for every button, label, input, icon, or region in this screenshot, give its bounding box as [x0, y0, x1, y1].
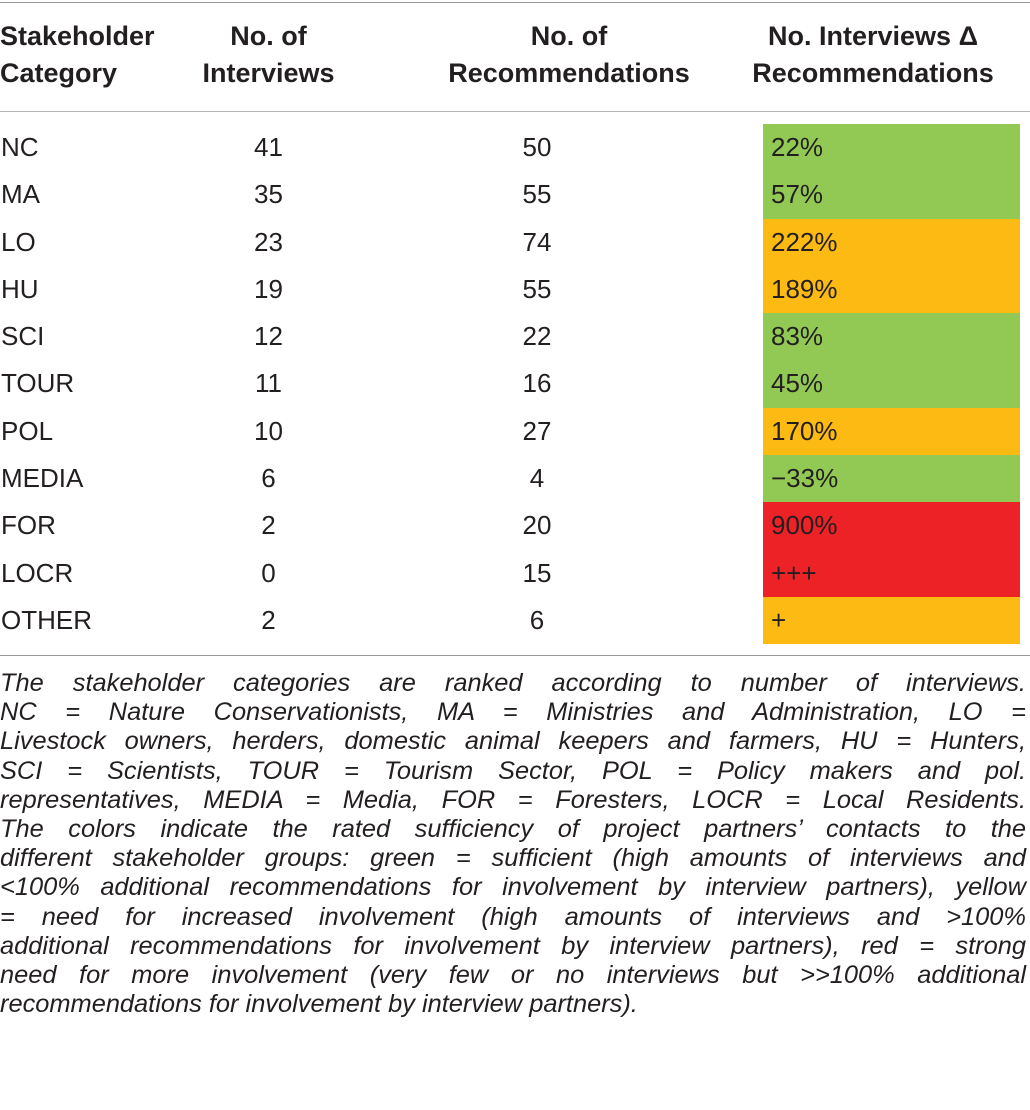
header-line: Category — [0, 58, 118, 88]
footnote-line: different stakeholder groups: green = su… — [0, 844, 1026, 873]
category-cell: MA — [1, 179, 40, 210]
table-header-rule — [0, 111, 1030, 112]
table-row: LO 23 74 222% — [0, 218, 1030, 266]
header-line: Stakeholder — [0, 21, 155, 51]
table-row: POL 10 27 170% — [0, 407, 1030, 456]
recommendations-cell: 6 — [529, 604, 545, 635]
interviews-cell: 6 — [261, 463, 276, 494]
category-cell: LOCR — [1, 557, 74, 588]
category-cell: TOUR — [1, 368, 75, 399]
footnote-line: additional recommendations for involveme… — [0, 931, 1026, 960]
delta-cell: 22% — [763, 124, 1020, 172]
table-footnote: The stakeholder categories are ranked ac… — [0, 669, 1026, 1019]
header-line: Recommendations — [752, 58, 994, 88]
delta-cell: + — [763, 596, 1020, 645]
interviews-cell: 12 — [254, 321, 283, 352]
header-line: No. of — [530, 21, 608, 51]
delta-cell: 45% — [763, 360, 1020, 408]
table-row: TOUR 11 16 45% — [0, 360, 1030, 408]
header-interviews-delta-recommendations: No. Interviews Δ Recommendations — [752, 18, 994, 92]
interviews-cell: 19 — [254, 273, 283, 304]
footnote-line: <100% additional recommendations for inv… — [0, 873, 1026, 902]
footnote-line: recommendations for involvement by inter… — [0, 990, 638, 1019]
header-no-of-interviews: No. of Interviews — [200, 18, 337, 92]
recommendations-cell: 55 — [522, 273, 552, 304]
header-line: No. of — [230, 21, 307, 51]
table-body: NC 41 50 22% MA 35 55 57% LO 23 74 222% HU 19 55 189% SC… — [0, 124, 1030, 645]
delta-cell: 83% — [763, 313, 1020, 361]
footnote-line: = need for increased involvement (high a… — [0, 902, 1026, 931]
header-no-of-recommendations: No. of Recommendations — [435, 18, 703, 92]
header-stakeholder-category: Stakeholder Category — [0, 18, 200, 92]
delta-cell: −33% — [763, 455, 1020, 503]
interviews-cell: 23 — [254, 226, 283, 257]
interviews-cell: 35 — [254, 179, 283, 210]
recommendations-cell: 22 — [522, 321, 552, 352]
category-cell: NC — [1, 132, 39, 162]
table-row: LOCR 0 15 +++ — [0, 549, 1030, 597]
delta-cell: +++ — [763, 549, 1020, 597]
category-cell: POL — [1, 415, 54, 446]
delta-cell: 222% — [763, 218, 1020, 266]
footnote-line: The colors indicate the rated sufficienc… — [0, 815, 1026, 844]
delta-cell: 57% — [763, 171, 1020, 219]
delta-cell: 900% — [763, 502, 1020, 550]
interviews-cell: 41 — [254, 132, 283, 162]
table-row: OTHER 2 6 + — [0, 596, 1030, 645]
footnote-line: Livestock owners, herders, domestic anim… — [0, 727, 1026, 756]
header-line: Interviews — [202, 58, 335, 88]
footnote-line: need for more involvement (very few or n… — [0, 961, 1026, 990]
recommendations-cell: 20 — [522, 510, 552, 541]
footnote-line: The stakeholder categories are ranked ac… — [0, 669, 1026, 697]
interviews-cell: 2 — [261, 604, 276, 635]
table-bottom-rule — [0, 655, 1030, 656]
recommendations-cell: 16 — [522, 368, 552, 399]
recommendations-cell: 50 — [522, 132, 552, 162]
interviews-cell: 2 — [261, 510, 276, 541]
header-line: No. Interviews Δ — [768, 21, 978, 51]
category-cell: SCI — [1, 321, 45, 352]
table-row: NC 41 50 22% — [0, 124, 1030, 172]
table-row: MEDIA 6 4 −33% — [0, 455, 1030, 503]
table-row: SCI 12 22 83% — [0, 313, 1030, 361]
recommendations-cell: 27 — [522, 415, 552, 446]
category-cell: FOR — [1, 510, 56, 541]
table-row: HU 19 55 189% — [0, 265, 1030, 314]
recommendations-cell: 74 — [522, 226, 552, 257]
table-top-rule — [0, 2, 1030, 3]
footnote-line: NC = Nature Conservationists, MA = Minis… — [0, 698, 1026, 727]
recommendations-cell: 55 — [522, 179, 552, 210]
delta-cell: 170% — [763, 407, 1020, 456]
category-cell: OTHER — [1, 604, 92, 635]
delta-cell: 189% — [763, 265, 1020, 314]
category-cell: LO — [1, 226, 36, 257]
category-cell: HU — [1, 273, 39, 304]
footnote-line: representatives, MEDIA = Media, FOR = Fo… — [0, 785, 1026, 814]
footnote-line: SCI = Scientists, TOUR = Tourism Sector,… — [0, 756, 1026, 785]
interviews-cell: 11 — [255, 368, 282, 399]
interviews-cell: 0 — [261, 557, 276, 588]
table-row: FOR 2 20 900% — [0, 502, 1030, 550]
recommendations-cell: 15 — [522, 557, 552, 588]
table-row: MA 35 55 57% — [0, 171, 1030, 219]
interviews-cell: 10 — [254, 415, 283, 446]
category-cell: MEDIA — [1, 463, 84, 494]
recommendations-cell: 4 — [529, 463, 545, 494]
header-line: Recommendations — [448, 58, 690, 88]
